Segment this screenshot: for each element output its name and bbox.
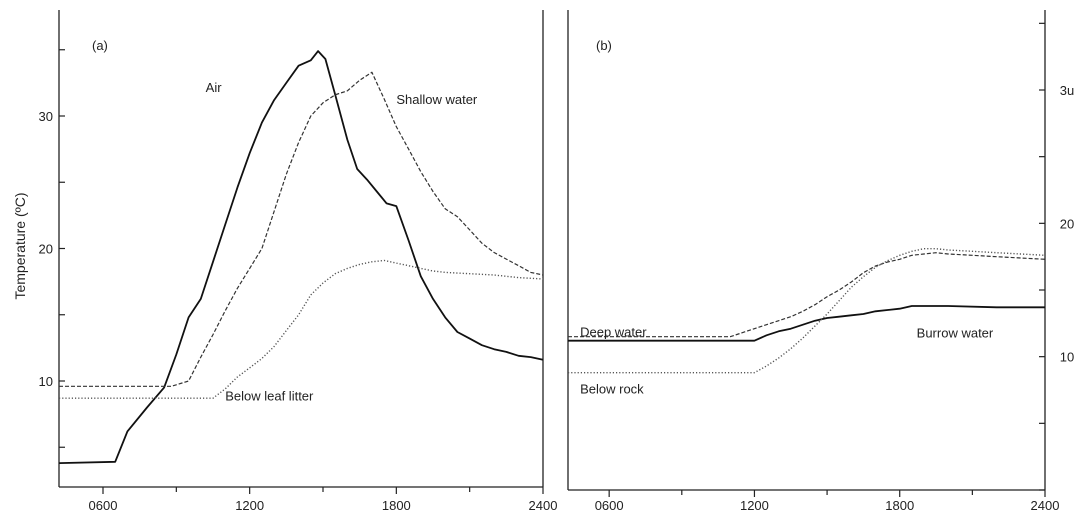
panel-a: 10 20 30 0600 1200 1800 2400 (a) Temperature (ºC… [12,10,557,513]
series-label: Deep water [580,324,647,339]
y-tick-label: 20 [1060,216,1074,231]
y-tick-label: 10 [1060,350,1074,365]
x-tick-label: 1200 [740,498,769,513]
series-label: Below rock [580,382,644,397]
series-line-air [58,50,544,464]
x-tick-label: 2400 [529,498,558,513]
y-tick-label: 10 [39,374,53,389]
series-line-below-rock [568,248,1046,374]
x-tick-label: 2400 [1031,498,1060,513]
panel-label: (b) [596,38,612,53]
series-label: Burrow water [917,326,994,341]
series-label: Air [206,80,223,95]
series-line-below-leaf-litter [59,259,544,399]
series-label: Below leaf litter [225,389,314,404]
series-line-deep-water [568,252,1046,338]
y-axis-title: Temperature (ºC) [12,192,28,299]
series-label: Shallow water [396,92,478,107]
series-line-burrow-water [568,305,1045,342]
panel-label: (a) [92,38,108,53]
y-tick-label: 3u [1060,83,1074,98]
y-tick-label: 30 [39,109,53,124]
x-tick-label: 0600 [89,498,118,513]
x-tick-label: 1800 [885,498,914,513]
y-tick-label: 20 [39,242,53,257]
panel-b: 10 20 3u 0600 1200 1800 2400 (b) Deep water Burro… [567,10,1074,513]
x-tick-label: 1200 [235,498,264,513]
x-tick-label: 0600 [595,498,624,513]
x-tick-label: 1800 [382,498,411,513]
series-line-shallow-water [59,71,544,387]
